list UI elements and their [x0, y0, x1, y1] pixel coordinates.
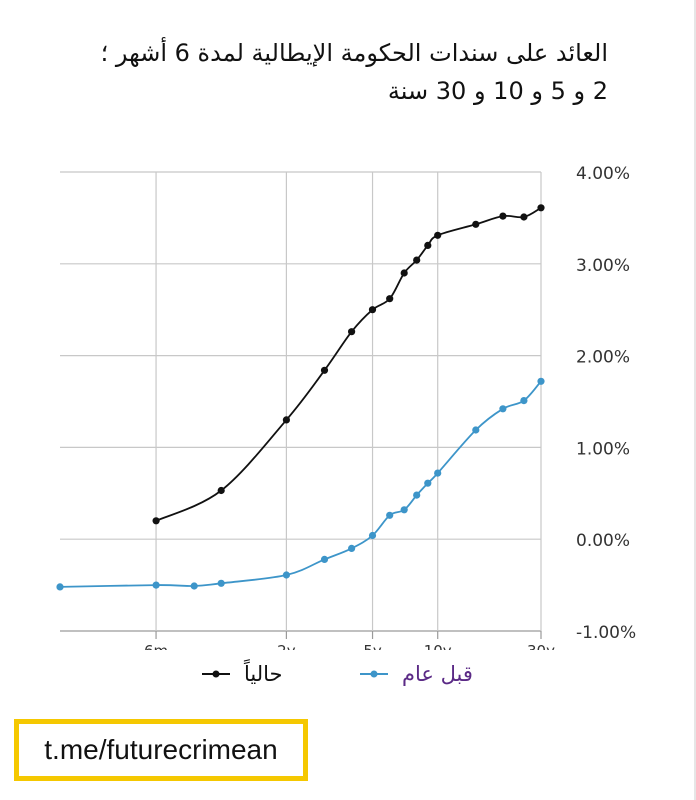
- data-point-year-ago: [413, 491, 421, 499]
- data-point-current: [348, 328, 356, 336]
- data-point-current: [499, 212, 507, 220]
- data-point-year-ago: [400, 506, 408, 514]
- watermark-text: t.me/futurecrimean: [44, 734, 278, 765]
- x-tick-label: 2y: [277, 642, 296, 650]
- data-point-current: [368, 306, 377, 314]
- data-point-current: [472, 220, 480, 228]
- x-tick-label: 6m: [144, 642, 168, 650]
- data-point-year-ago: [320, 555, 329, 563]
- data-point-year-ago: [537, 377, 545, 385]
- data-point-current: [400, 269, 408, 277]
- legend-item-current: حالياً: [200, 662, 283, 686]
- data-point-current: [413, 256, 421, 264]
- x-tick-label: 30y: [527, 642, 555, 650]
- series-line-year-ago: [59, 380, 542, 588]
- data-point-year-ago: [434, 469, 442, 477]
- legend-marker-year-ago: [360, 670, 388, 678]
- y-tick-label: 3.00%: [576, 256, 630, 276]
- data-point-year-ago: [348, 544, 356, 552]
- data-point-current: [152, 517, 160, 525]
- data-point-current: [217, 486, 225, 495]
- data-point-year-ago: [152, 581, 160, 589]
- data-point-current: [537, 204, 545, 212]
- yield-curve-chart: 4.00% 3.00% 2.00% 1.00% 0.00% -1.00% 6m 2y 5y 10y…: [56, 164, 636, 650]
- legend-label-current: حالياً: [244, 662, 283, 686]
- data-point-year-ago: [56, 583, 64, 591]
- data-point-year-ago: [472, 426, 480, 434]
- data-point-year-ago: [282, 571, 290, 579]
- legend-marker-current: [202, 670, 230, 678]
- data-point-year-ago: [499, 405, 507, 413]
- x-tick-label: 5y: [363, 642, 382, 650]
- y-tick-label: 4.00%: [576, 164, 630, 184]
- chart-title-line-2: 2 و 5 و 10 و 30 سنة: [387, 77, 608, 105]
- y-tick-label: -1.00%: [576, 623, 636, 643]
- chart-title-line-1: العائد على سندات الحكومة الإيطالية لمدة …: [100, 39, 608, 67]
- series-line-current: [155, 207, 542, 522]
- data-point-year-ago: [368, 531, 377, 540]
- data-point-year-ago: [217, 579, 225, 587]
- data-point-current: [386, 295, 394, 303]
- data-point-year-ago: [520, 397, 528, 405]
- data-point-current: [282, 416, 290, 424]
- data-point-year-ago: [424, 479, 432, 487]
- data-point-year-ago: [386, 511, 394, 519]
- y-tick-label: 0.00%: [576, 531, 630, 551]
- right-edge-border: [694, 0, 696, 800]
- x-tick-label: 10y: [424, 642, 452, 650]
- data-point-current: [434, 231, 442, 239]
- chart-title: العائد على سندات الحكومة الإيطالية لمدة …: [48, 34, 608, 110]
- data-point-current: [424, 241, 432, 249]
- data-point-year-ago: [190, 582, 198, 590]
- y-tick-label: 2.00%: [576, 348, 630, 368]
- channel-watermark: t.me/futurecrimean: [14, 719, 308, 781]
- data-point-current: [520, 213, 528, 221]
- legend-label-year-ago: قبل عام: [402, 662, 473, 686]
- y-tick-label: 1.00%: [576, 439, 630, 459]
- data-point-current: [320, 366, 329, 374]
- legend-item-year-ago: قبل عام: [358, 662, 473, 686]
- chart-legend: حالياً قبل عام: [0, 662, 696, 698]
